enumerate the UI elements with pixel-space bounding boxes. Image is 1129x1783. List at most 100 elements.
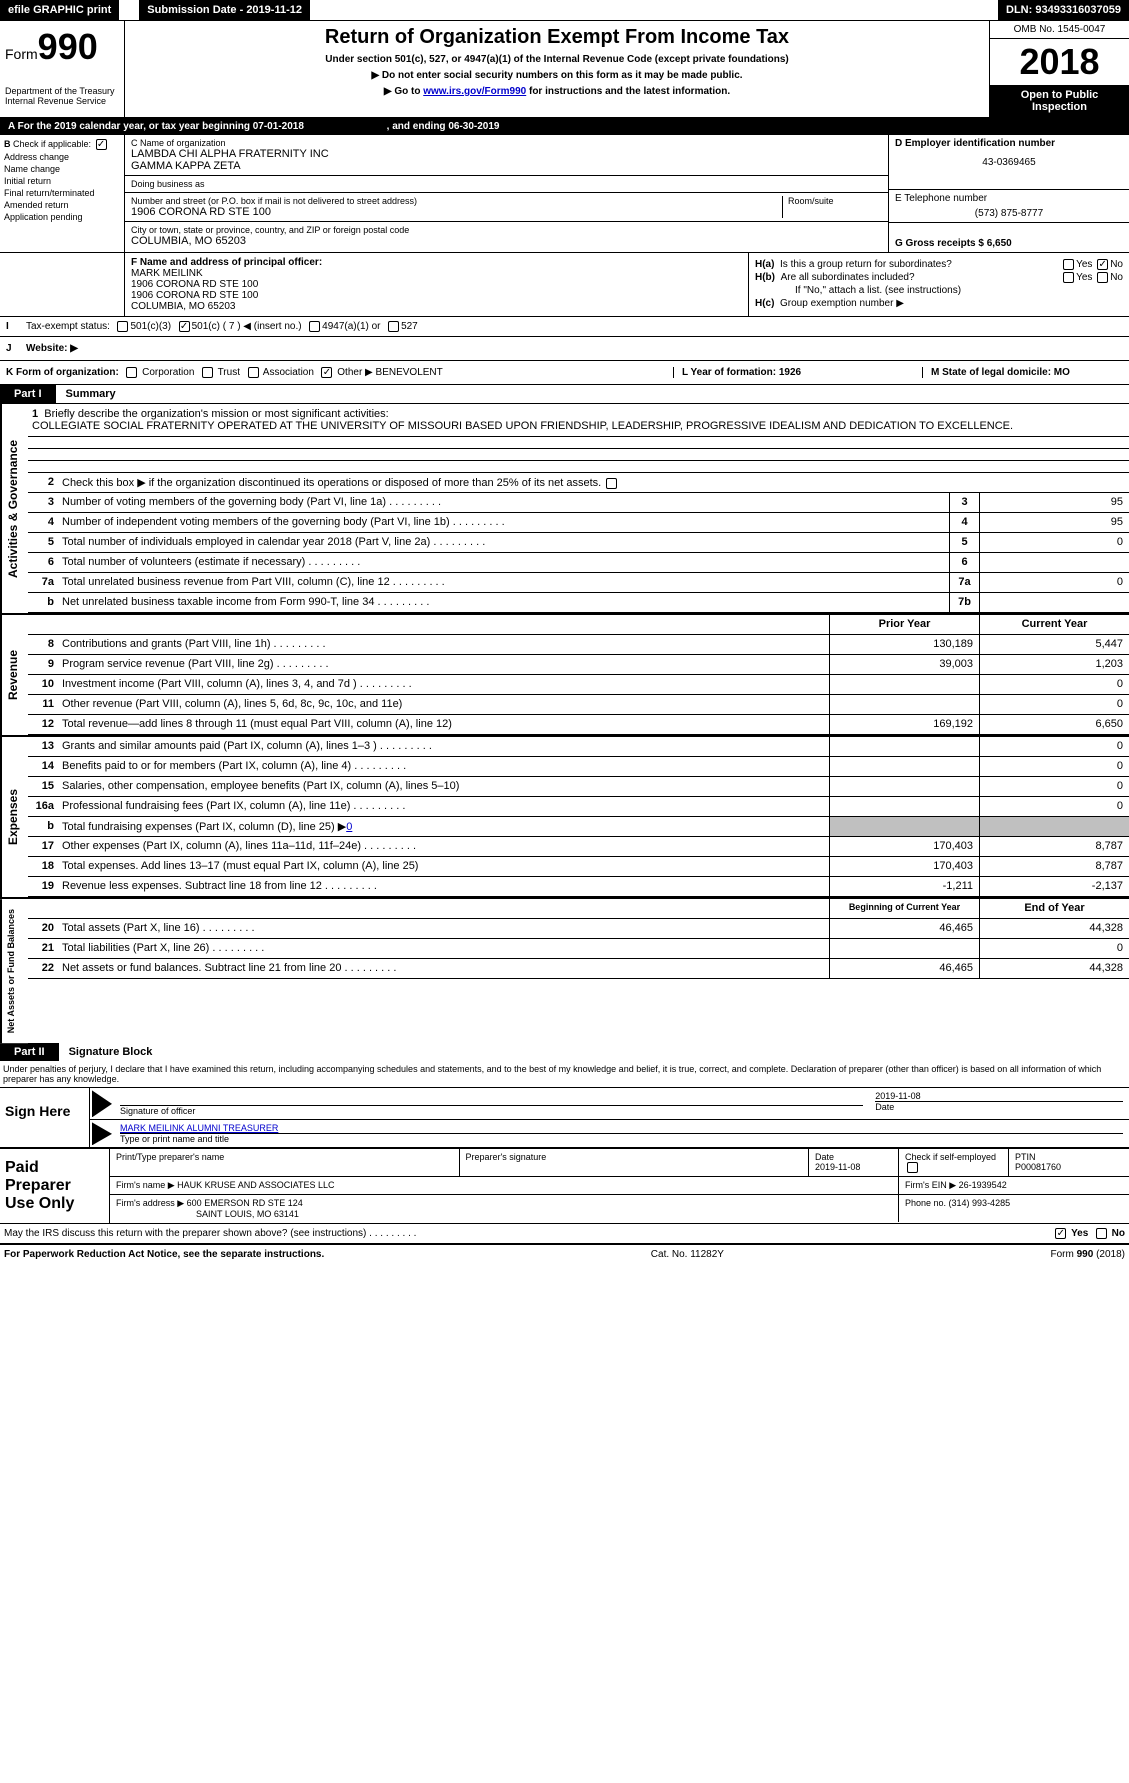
m-label: M State of legal domicile: MO: [931, 367, 1070, 378]
blank: [58, 615, 829, 634]
line15: 15 Salaries, other compensation, employe…: [28, 777, 1129, 797]
hb-no[interactable]: [1097, 272, 1108, 283]
line5-text: Total number of individuals employed in …: [58, 533, 949, 552]
num18: 18: [28, 857, 58, 876]
blank-line2: [28, 449, 1129, 461]
firm-phone: Phone no. (314) 993-4285: [899, 1195, 1129, 1222]
self-emp-check[interactable]: [907, 1162, 918, 1173]
f-addr1: 1906 CORONA RD STE 100: [131, 279, 258, 290]
other-check[interactable]: [321, 367, 332, 378]
room-label: Room/suite: [782, 196, 882, 218]
ha-no[interactable]: [1097, 259, 1108, 270]
num13: 13: [28, 737, 58, 756]
hb-yes[interactable]: [1063, 272, 1074, 283]
sig-line1: Signature of officer 2019-11-08 Date: [90, 1088, 1129, 1120]
num17: 17: [28, 837, 58, 856]
527-check[interactable]: [388, 321, 399, 332]
num21: 21: [28, 939, 58, 958]
name-label: C Name of organization: [131, 138, 882, 148]
ha-yes[interactable]: [1063, 259, 1074, 270]
sig-officer: Signature of officer: [120, 1105, 863, 1116]
num19: 19: [28, 877, 58, 896]
assoc: Association: [263, 367, 314, 378]
subtitle: Under section 501(c), 527, or 4947(a)(1)…: [130, 54, 984, 65]
ein-box: D Employer identification number 43-0369…: [889, 135, 1129, 190]
line7b: b Net unrelated business taxable income …: [28, 593, 1129, 613]
cy19: -2,137: [979, 877, 1129, 896]
line19: 19 Revenue less expenses. Subtract line …: [28, 877, 1129, 897]
c3-check[interactable]: [117, 321, 128, 332]
paid-prep: Paid Preparer Use Only Print/Type prepar…: [0, 1148, 1129, 1223]
revenue-content: Prior Year Current Year 8 Contributions …: [28, 615, 1129, 735]
discuss-yes[interactable]: [1055, 1228, 1066, 1239]
website-label: Website: ▶: [26, 343, 78, 354]
f-city: COLUMBIA, MO 65203: [131, 301, 235, 312]
name-label: Type or print name and title: [120, 1133, 1123, 1144]
line3-pre: ▶ Go to: [384, 86, 423, 97]
sig-date: 2019-11-08: [875, 1091, 1123, 1101]
no-label: No: [1110, 259, 1123, 270]
line16a: 16a Professional fundraising fees (Part …: [28, 797, 1129, 817]
line2-check[interactable]: [606, 478, 617, 489]
num14: 14: [28, 757, 58, 776]
assoc-check[interactable]: [248, 367, 259, 378]
sign-here: Sign Here: [0, 1088, 90, 1147]
line11-text: Other revenue (Part VIII, column (A), li…: [58, 695, 829, 714]
trust-check[interactable]: [202, 367, 213, 378]
sig-date-field: 2019-11-08 Date: [869, 1088, 1129, 1119]
discuss-no[interactable]: [1096, 1228, 1107, 1239]
form-title: Return of Organization Exempt From Incom…: [130, 26, 984, 49]
hb: H(b) Are all subordinates included? Yes …: [755, 272, 1123, 283]
f-label: F Name and address of principal officer:: [131, 257, 322, 268]
line3: 3 Number of voting members of the govern…: [28, 493, 1129, 513]
c-check[interactable]: [179, 321, 190, 332]
line2: 2 Check this box ▶ if the organization d…: [28, 473, 1129, 493]
hc: H(c) Group exemption number ▶: [755, 298, 1123, 309]
part2-tab: Part II: [0, 1043, 59, 1061]
b-check: Check if applicable:: [13, 139, 91, 149]
blank-line1: [28, 437, 1129, 449]
cell7a: 7a: [949, 573, 979, 592]
fh-row: F Name and address of principal officer:…: [0, 253, 1129, 317]
firm-addr-lbl: Firm's address ▶: [116, 1198, 184, 1208]
line3-link[interactable]: www.irs.gov/Form990: [423, 86, 526, 97]
corp-check[interactable]: [126, 367, 137, 378]
line20: 20 Total assets (Part X, line 16) 46,465…: [28, 919, 1129, 939]
line2-text: Check this box ▶ if the organization dis…: [62, 477, 601, 489]
eoy-header: End of Year: [979, 899, 1129, 918]
row-a-text: A For the 2019 calendar year, or tax yea…: [8, 121, 304, 132]
sig-officer-field: Signature of officer: [114, 1088, 869, 1119]
corp: Corporation: [142, 367, 194, 378]
num12: 12: [28, 715, 58, 734]
line16b-pre: Total fundraising expenses (Part IX, col…: [62, 821, 346, 833]
py15: [829, 777, 979, 796]
k-row: K Form of organization: Corporation Trus…: [0, 361, 1129, 385]
paid-row3: Firm's address ▶ 600 EMERSON RD STE 124S…: [110, 1195, 1129, 1222]
c: 501(c) ( 7 ) ◀ (insert no.): [192, 321, 302, 332]
yes: Yes: [1071, 1228, 1088, 1239]
cy16b: [979, 817, 1129, 836]
k-right: M State of legal domicile: MO: [923, 367, 1123, 378]
line13: 13 Grants and similar amounts paid (Part…: [28, 737, 1129, 757]
sig-name-field: MARK MEILINK ALUMNI TREASURER Type or pr…: [114, 1120, 1129, 1147]
arrow-icon: [92, 1122, 112, 1145]
py20: 46,465: [829, 919, 979, 938]
firm-ein-lbl: Firm's EIN ▶: [905, 1180, 956, 1190]
check-lbl: Check if self-employed: [905, 1152, 996, 1162]
paid-row1: Print/Type preparer's name Preparer's si…: [110, 1149, 1129, 1177]
line6-text: Total number of volunteers (estimate if …: [58, 553, 949, 572]
num5: 5: [28, 533, 58, 552]
line11: 11 Other revenue (Part VIII, column (A),…: [28, 695, 1129, 715]
check-applicable[interactable]: [96, 139, 107, 150]
sig-name: MARK MEILINK ALUMNI TREASURER: [120, 1123, 1123, 1133]
firm-addr1: 600 EMERSON RD STE 124: [187, 1198, 303, 1208]
line4: 4 Number of independent voting members o…: [28, 513, 1129, 533]
a1: 4947(a)(1) or: [322, 321, 380, 332]
line5: 5 Total number of individuals employed i…: [28, 533, 1129, 553]
addr: 1906 CORONA RD STE 100: [131, 206, 782, 218]
cy11: 0: [979, 695, 1129, 714]
line16b-val: 0: [346, 821, 352, 833]
discuss-row: May the IRS discuss this return with the…: [0, 1223, 1129, 1243]
a1-check[interactable]: [309, 321, 320, 332]
col-cd: C Name of organization LAMBDA CHI ALPHA …: [125, 135, 1129, 252]
